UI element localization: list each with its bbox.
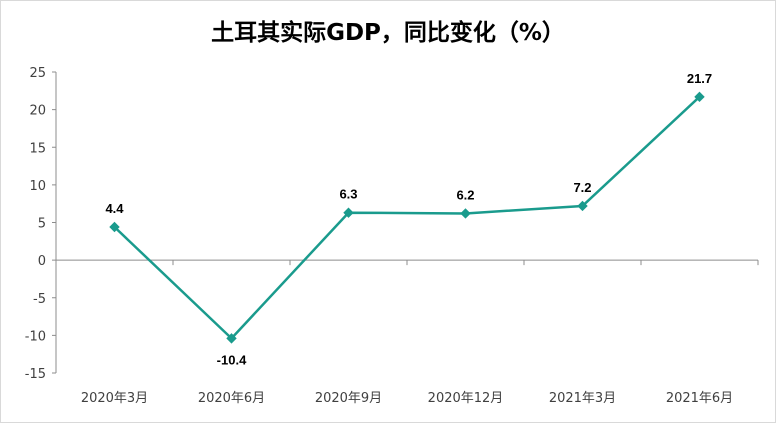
data-labels-group: 4.4 -10.4 6.3 6.2 7.2 21.7 xyxy=(105,71,712,368)
data-label: 6.3 xyxy=(339,187,357,202)
data-point-marker xyxy=(577,200,588,212)
data-label: 6.2 xyxy=(456,187,474,202)
y-tick-label: -15 xyxy=(25,367,46,382)
x-tick-label: 2020年9月 xyxy=(315,391,382,406)
data-point-marker xyxy=(460,208,471,219)
series-group xyxy=(109,91,705,344)
y-tick-label: 0 xyxy=(38,254,46,269)
chart-title: 土耳其实际GDP，同比变化（%） xyxy=(211,20,565,46)
x-tick-label: 2021年3月 xyxy=(549,391,616,406)
y-tick-label: 15 xyxy=(29,141,46,156)
data-label: 4.4 xyxy=(105,201,124,216)
data-label: -10.4 xyxy=(217,352,247,367)
x-tick-label: 2020年6月 xyxy=(198,391,265,406)
y-tick-label: -10 xyxy=(25,329,46,344)
x-tick-label: 2020年3月 xyxy=(81,391,148,406)
tick-labels-group: 25 20 15 10 5 0 -5 -10 -15 2020年3月 2020年6月 2020年9月 2… xyxy=(25,66,733,406)
series-line xyxy=(113,95,701,340)
x-tick-label: 2021年6月 xyxy=(666,391,733,406)
data-point-marker xyxy=(694,91,705,103)
data-label: 21.7 xyxy=(687,71,712,86)
data-point-marker xyxy=(226,333,237,344)
y-tick-label: 25 xyxy=(29,66,46,81)
axes-group xyxy=(52,71,759,374)
data-point-marker xyxy=(343,207,354,218)
y-tick-label: 5 xyxy=(38,217,46,232)
x-tick-label: 2020年12月 xyxy=(428,391,504,406)
y-tick-label: 10 xyxy=(29,179,46,194)
y-tick-label: 20 xyxy=(29,104,46,119)
data-label: 7.2 xyxy=(573,180,591,195)
data-point-marker xyxy=(109,221,120,233)
y-tick-label: -5 xyxy=(33,292,46,307)
